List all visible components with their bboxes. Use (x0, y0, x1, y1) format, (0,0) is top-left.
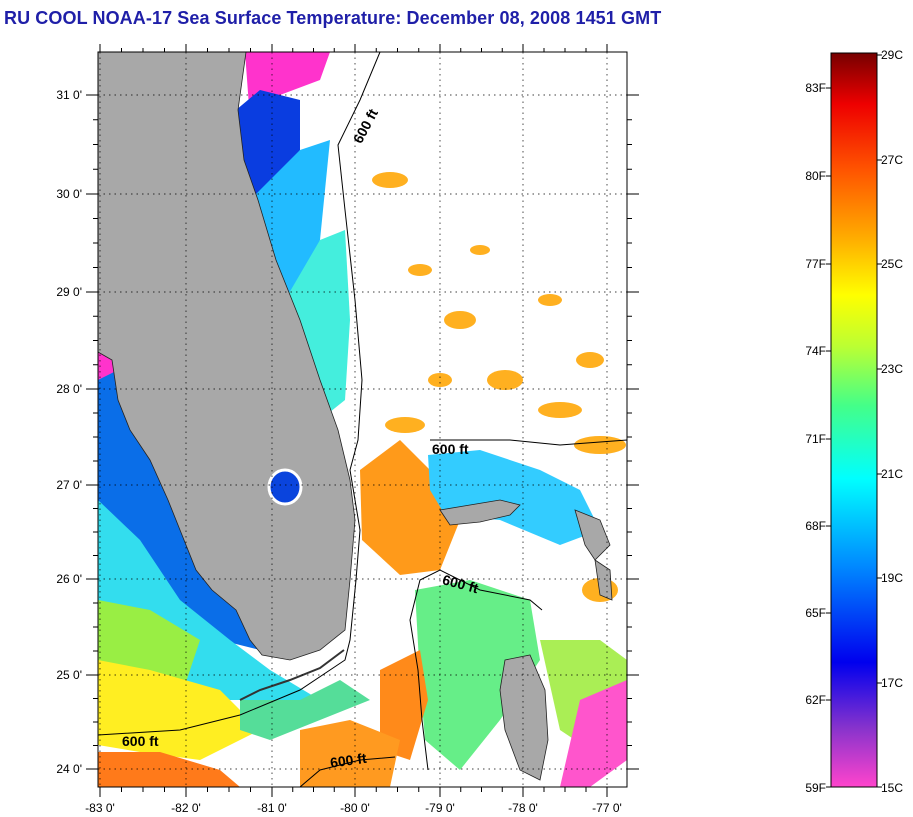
lon-label: -82 0' (171, 801, 201, 815)
lat-label: 24 0' (56, 762, 82, 776)
isobath-contours (98, 52, 627, 787)
celsius-labels: 29C 27C 25C 23C 21C 19C 17C 15C (881, 48, 903, 795)
lat-label: 28 0' (56, 382, 82, 396)
fahrenheit-label: 80F (805, 169, 826, 183)
fahrenheit-label: 74F (805, 344, 826, 358)
florida-peninsula (98, 52, 356, 661)
graticule (98, 52, 627, 787)
fahrenheit-label: 62F (805, 693, 826, 707)
lake-okeechobee (267, 468, 303, 506)
longitude-labels: -83 0' -82 0' -81 0' -80 0' -79 0' -78 0… (85, 801, 622, 815)
atlantic-cyan-water (285, 230, 350, 420)
lat-label: 31 0' (56, 88, 82, 102)
isobath-label-4: 600 ft (122, 733, 159, 749)
abaco-island (574, 509, 611, 561)
map-frame (97, 51, 628, 788)
bahamas-cyan-water (428, 450, 600, 545)
bahamas-magenta-water (560, 680, 627, 787)
lat-label: 27 0' (56, 478, 82, 492)
fahrenheit-label: 77F (805, 257, 826, 271)
grand-bahama (439, 499, 521, 526)
fahrenheit-label: 59F (805, 781, 826, 795)
celsius-label: 15C (881, 781, 903, 795)
lat-label: 29 0' (56, 285, 82, 299)
celsius-label: 29C (881, 48, 903, 62)
lat-label: 25 0' (56, 668, 82, 682)
south-orange-patch (380, 650, 428, 760)
lon-label: -83 0' (85, 801, 115, 815)
celsius-label: 25C (881, 257, 903, 271)
map-title: RU COOL NOAA-17 Sea Surface Temperature:… (4, 8, 662, 28)
isobath-label-5: 600 ft (329, 750, 368, 771)
florida-keys (239, 649, 345, 701)
lat-label: 26 0' (56, 572, 82, 586)
atlantic-orange-patch (360, 440, 460, 575)
eleuthera-island (594, 559, 613, 601)
fahrenheit-label: 65F (805, 606, 826, 620)
straits-orange-patch (300, 720, 400, 787)
keys-orange-water (98, 752, 240, 787)
map-ticks (86, 44, 639, 797)
keys-green-water (240, 680, 370, 740)
gulf-yellow-water (98, 660, 260, 760)
fahrenheit-label: 71F (805, 432, 826, 446)
celsius-label: 17C (881, 676, 903, 690)
lat-label: 30 0' (56, 187, 82, 201)
colorbar-ticks (826, 54, 882, 788)
celsius-label: 27C (881, 153, 903, 167)
latitude-labels: 31 0' 30 0' 29 0' 28 0' 27 0' 26 0' 25 0… (56, 88, 82, 776)
celsius-label: 23C (881, 362, 903, 376)
map-panel: 600 ft 600 ft 600 ft 600 ft 600 ft (86, 44, 639, 797)
lon-label: -77 0' (592, 801, 622, 815)
fahrenheit-label: 68F (805, 519, 826, 533)
temperature-colorbar: 83F 80F 77F 74F 71F 68F 65F 62F 59F 29C … (805, 48, 903, 795)
fahrenheit-label: 83F (805, 81, 826, 95)
lon-label: -80 0' (340, 801, 370, 815)
lon-label: -78 0' (508, 801, 538, 815)
celsius-label: 21C (881, 467, 903, 481)
lon-label: -81 0' (257, 801, 287, 815)
fahrenheit-labels: 83F 80F 77F 74F 71F 68F 65F 62F 59F (805, 81, 826, 795)
celsius-label: 19C (881, 571, 903, 585)
andros-island (499, 654, 549, 781)
colorbar-gradient (830, 52, 878, 788)
lon-label: -79 0' (425, 801, 455, 815)
isobath-label-2: 600 ft (432, 441, 469, 457)
